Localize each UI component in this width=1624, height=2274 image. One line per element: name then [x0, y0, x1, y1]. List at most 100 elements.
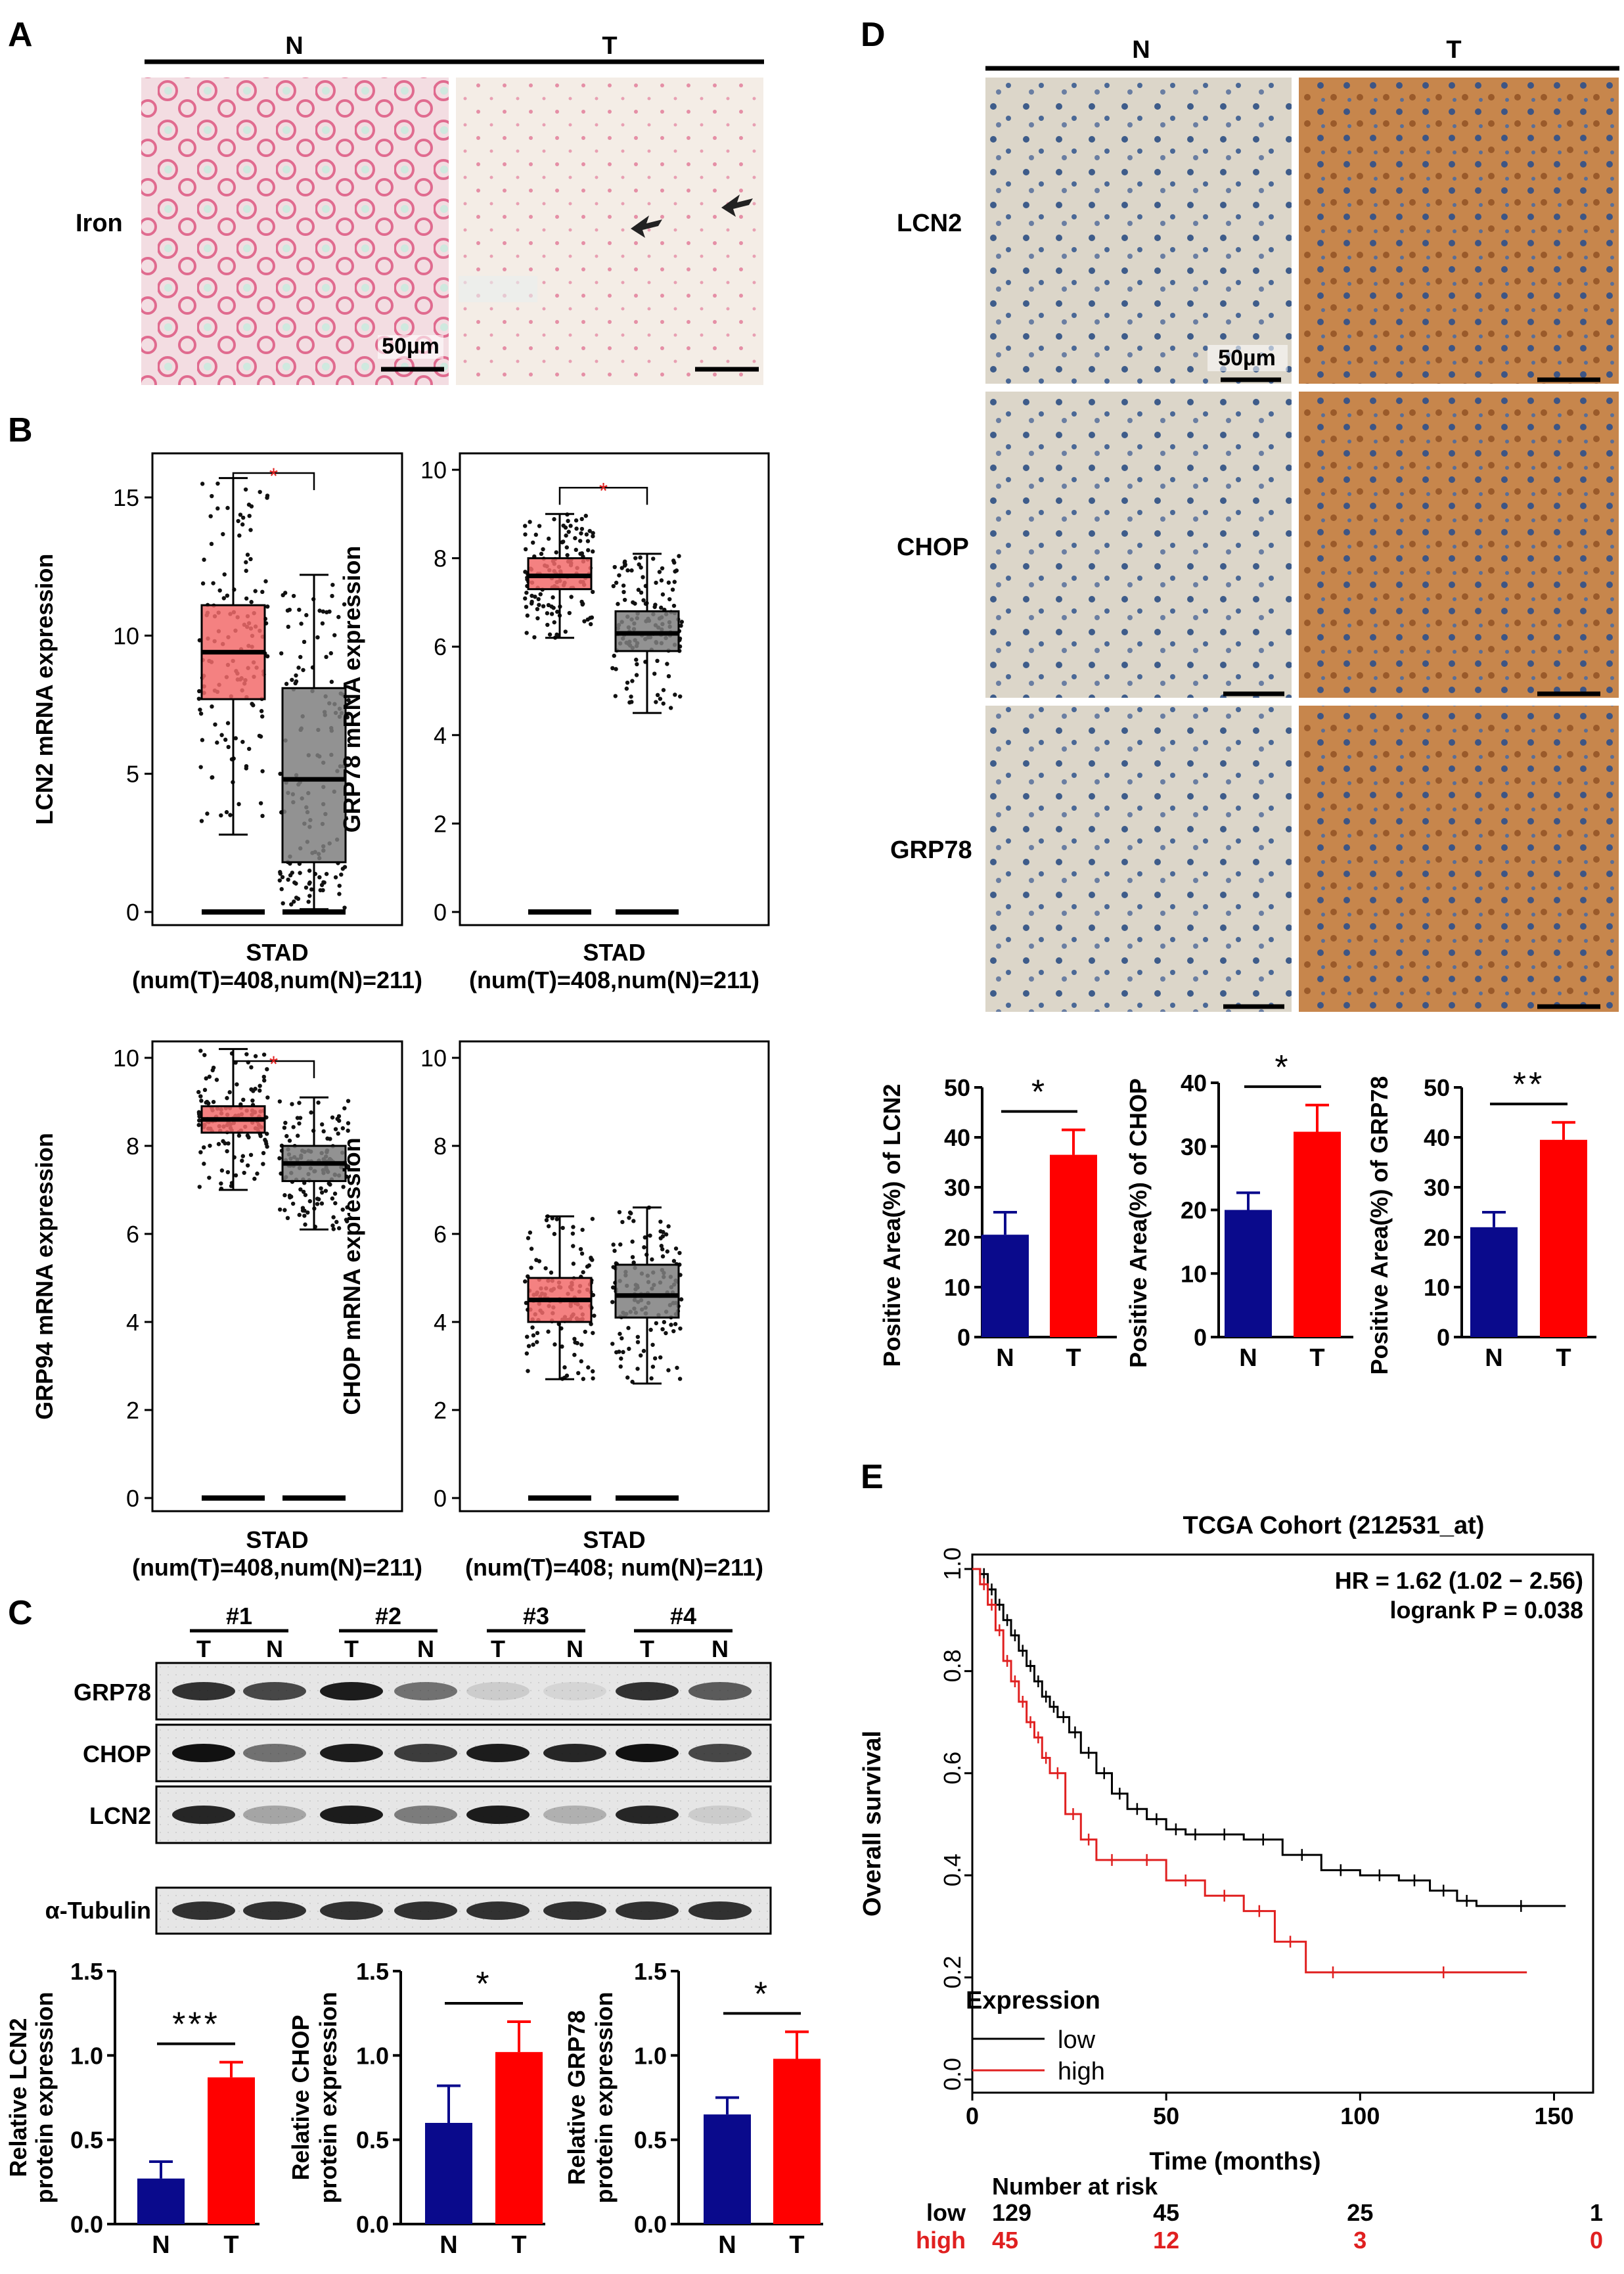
data-point	[535, 1340, 539, 1344]
data-point	[346, 698, 351, 702]
censor-mark	[1152, 1813, 1162, 1825]
data-point	[554, 632, 559, 637]
y-tick-label: 0	[434, 1485, 447, 1512]
y-tick-label: 6	[126, 1221, 139, 1248]
data-point	[196, 1118, 202, 1123]
risk-value: 45	[992, 2227, 1018, 2254]
significance-star: *	[269, 464, 278, 489]
data-point	[315, 635, 320, 640]
censor-mark	[1052, 1767, 1062, 1779]
data-point	[317, 875, 322, 880]
data-point	[629, 568, 634, 573]
data-point	[198, 1094, 203, 1099]
data-point	[196, 1089, 201, 1095]
data-point	[679, 624, 683, 628]
data-point	[334, 1219, 339, 1225]
data-point	[303, 1193, 308, 1197]
data-point	[679, 1297, 684, 1302]
data-point	[319, 1201, 325, 1206]
data-point	[626, 1326, 631, 1330]
data-point	[634, 657, 639, 662]
data-point	[633, 556, 638, 560]
data-point	[546, 1224, 551, 1229]
data-point	[659, 605, 664, 610]
data-point	[250, 1098, 255, 1103]
data-point	[258, 1083, 262, 1088]
data-point	[304, 613, 309, 618]
data-point	[225, 721, 231, 725]
data-point	[258, 734, 263, 739]
data-point	[672, 580, 677, 584]
data-point	[611, 1242, 616, 1247]
y-tick-label: 30	[1424, 1174, 1450, 1201]
data-point	[245, 1163, 250, 1168]
survival-curve-low	[972, 1568, 1566, 1907]
data-point	[198, 765, 203, 769]
legend-label-high: high	[1058, 2058, 1105, 2085]
data-point	[651, 557, 656, 561]
risk-value: 12	[1153, 2227, 1179, 2254]
data-point	[649, 1376, 654, 1381]
data-point	[245, 1133, 250, 1138]
y-tick-label: 4	[126, 1309, 139, 1336]
box-N	[614, 1263, 680, 1319]
data-point	[298, 654, 303, 660]
data-point	[612, 564, 617, 570]
data-point	[560, 1225, 565, 1231]
data-point	[241, 1097, 246, 1103]
y-tick-label: 8	[126, 1133, 139, 1160]
x-tick-label: N	[1485, 1344, 1502, 1372]
data-point	[330, 1223, 335, 1228]
data-point	[244, 596, 249, 601]
data-point	[618, 1364, 623, 1369]
data-point	[342, 905, 347, 910]
data-point	[636, 587, 641, 592]
data-point	[297, 607, 302, 612]
data-point	[265, 1067, 269, 1072]
data-point	[287, 1138, 292, 1143]
censor-mark	[1190, 1829, 1200, 1841]
bar-N	[1470, 1227, 1518, 1337]
data-point	[282, 1126, 287, 1130]
y-tick-label: 20	[1181, 1197, 1207, 1224]
data-point	[333, 1127, 338, 1131]
y-tick-label: 15	[113, 484, 139, 511]
censor-mark	[1058, 1711, 1068, 1723]
y-tick-label: 10	[113, 1045, 139, 1072]
x-tick-label: T	[511, 2231, 526, 2259]
data-point	[290, 1102, 294, 1106]
data-point	[235, 1082, 239, 1087]
data-point	[261, 1052, 267, 1057]
data-point	[331, 1227, 336, 1231]
censor-mark	[1033, 1675, 1043, 1687]
data-point	[287, 607, 292, 612]
y-axis-label: Overall survival	[859, 1731, 886, 1917]
x-tick-label: N	[718, 2231, 736, 2259]
x-tick-label: 150	[1534, 2103, 1573, 2129]
data-point	[332, 633, 337, 637]
data-point	[279, 651, 284, 656]
data-point	[225, 593, 230, 598]
data-point	[654, 1321, 659, 1326]
data-point	[210, 1068, 215, 1073]
data-point	[281, 901, 285, 906]
sample-label: #4	[670, 1603, 696, 1629]
data-point	[301, 668, 305, 672]
data-point	[320, 621, 325, 626]
y-tick-label: 0	[1437, 1324, 1450, 1351]
data-point	[209, 541, 214, 547]
data-point	[281, 593, 285, 598]
data-point	[317, 1197, 321, 1202]
risk-value: 0	[1590, 2227, 1603, 2254]
significance-stars: *	[1274, 1049, 1290, 1087]
blot-band	[394, 1744, 457, 1762]
data-point	[650, 1342, 655, 1347]
data-point	[660, 1234, 665, 1239]
data-point	[624, 686, 629, 691]
data-point	[579, 1342, 584, 1347]
scale-bar-label: 50µm	[1218, 346, 1276, 371]
data-point	[581, 1270, 585, 1275]
blot-band	[466, 1682, 530, 1700]
blot-band	[394, 1682, 457, 1700]
data-point	[221, 532, 225, 537]
